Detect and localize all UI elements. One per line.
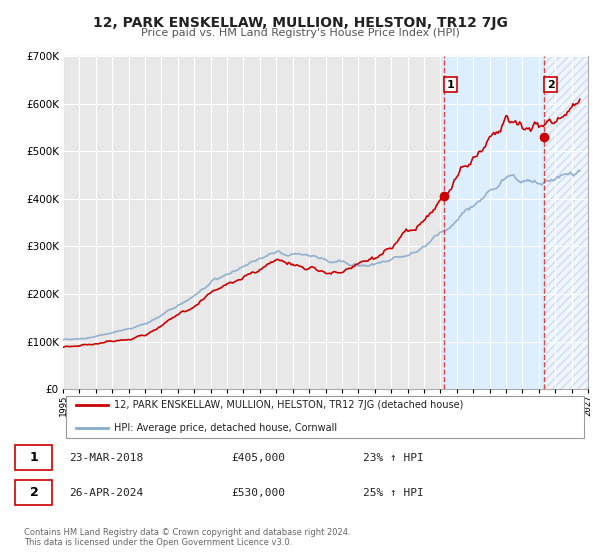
Text: HPI: Average price, detached house, Cornwall: HPI: Average price, detached house, Corn… <box>114 423 337 433</box>
FancyBboxPatch shape <box>65 395 584 438</box>
Text: 1: 1 <box>29 451 38 464</box>
Text: Contains HM Land Registry data © Crown copyright and database right 2024.: Contains HM Land Registry data © Crown c… <box>24 528 350 536</box>
Text: 12, PARK ENSKELLAW, MULLION, HELSTON, TR12 7JG (detached house): 12, PARK ENSKELLAW, MULLION, HELSTON, TR… <box>114 400 463 410</box>
Bar <box>444 56 544 389</box>
Text: This data is licensed under the Open Government Licence v3.0.: This data is licensed under the Open Gov… <box>24 538 292 547</box>
Text: Price paid vs. HM Land Registry's House Price Index (HPI): Price paid vs. HM Land Registry's House … <box>140 28 460 38</box>
Text: 12, PARK ENSKELLAW, MULLION, HELSTON, TR12 7JG: 12, PARK ENSKELLAW, MULLION, HELSTON, TR… <box>92 16 508 30</box>
Text: 1: 1 <box>446 80 454 90</box>
Bar <box>544 56 588 389</box>
Text: £405,000: £405,000 <box>231 453 285 463</box>
FancyBboxPatch shape <box>15 480 52 505</box>
Text: 23-MAR-2018: 23-MAR-2018 <box>70 453 144 463</box>
Text: £530,000: £530,000 <box>231 488 285 498</box>
Text: 2: 2 <box>547 80 554 90</box>
Text: 26-APR-2024: 26-APR-2024 <box>70 488 144 498</box>
Text: 2: 2 <box>29 486 38 500</box>
FancyBboxPatch shape <box>15 445 52 470</box>
Text: 25% ↑ HPI: 25% ↑ HPI <box>364 488 424 498</box>
Bar <box>544 56 588 389</box>
Text: 23% ↑ HPI: 23% ↑ HPI <box>364 453 424 463</box>
